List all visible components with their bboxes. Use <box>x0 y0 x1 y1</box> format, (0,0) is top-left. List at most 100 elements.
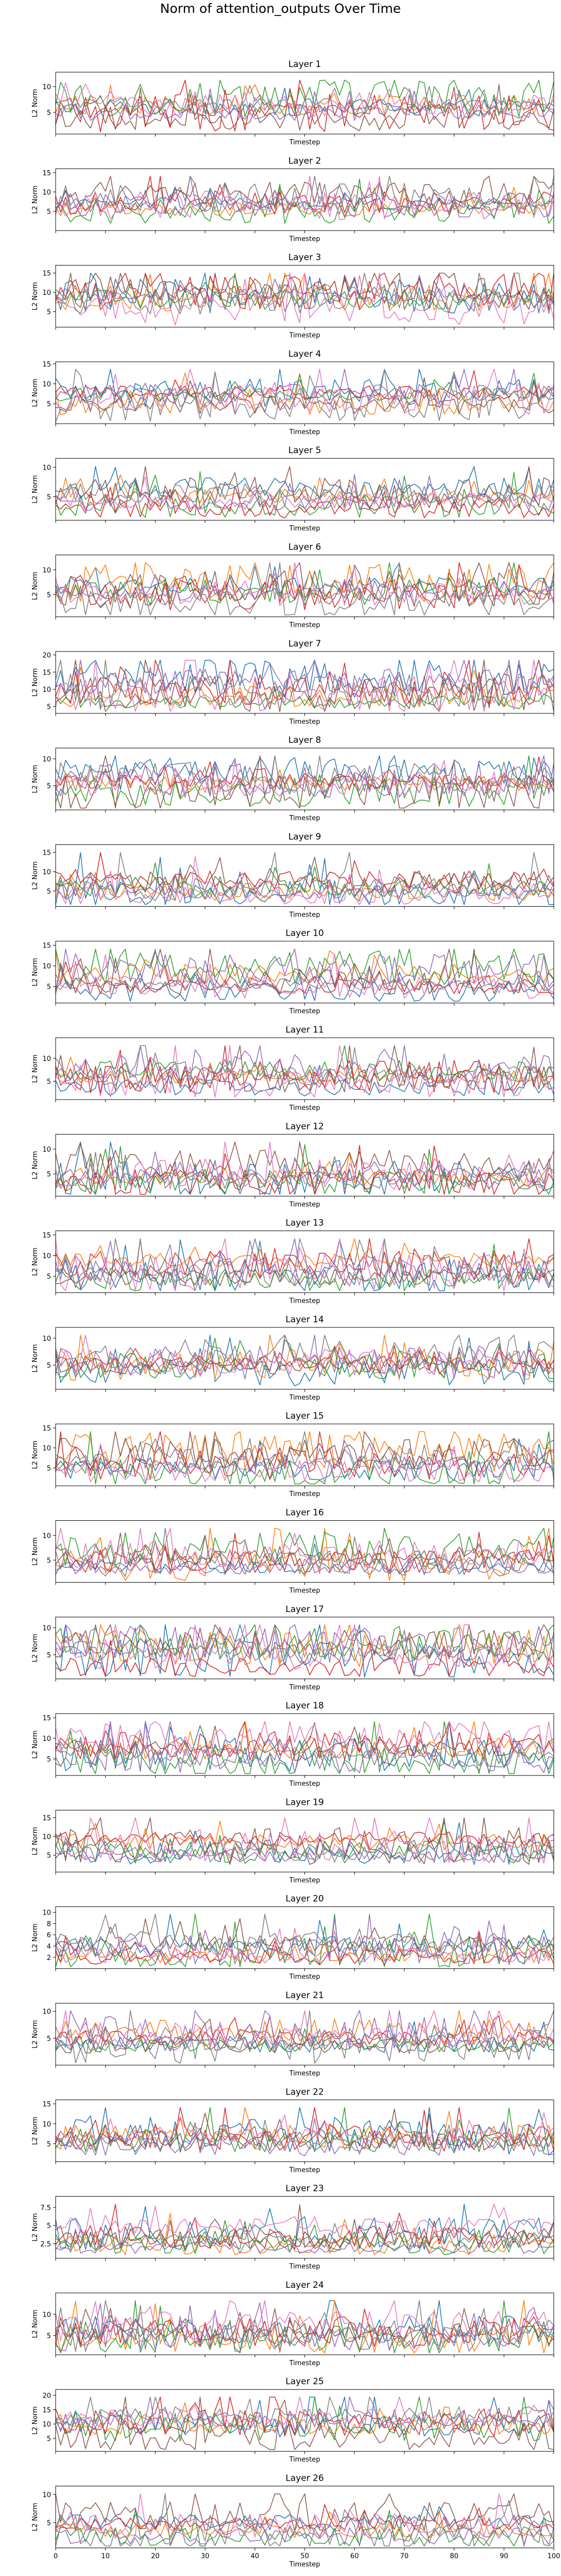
axes-frame <box>55 361 554 424</box>
y-tick-label: 2.5 <box>40 2240 51 2248</box>
x-tick-label: 90 <box>500 2553 508 2561</box>
series-line-2 <box>56 1335 554 1381</box>
series-line-5 <box>56 369 554 405</box>
subplot-layer-17: Layer 17 5 10 Timestep L2 Norm <box>31 1604 554 1691</box>
series-line-8 <box>56 1431 554 1470</box>
series-line-3 <box>56 862 554 898</box>
subplot-layer-21: Layer 21 5 10 Timestep L2 Norm <box>31 1990 554 2078</box>
series-line-3 <box>56 2509 554 2547</box>
series-line-4 <box>56 2107 554 2152</box>
subplot-title: Layer 11 <box>285 1025 324 1035</box>
subplot-title: Layer 23 <box>285 2184 324 2194</box>
series-line-7 <box>56 476 554 510</box>
x-axis-label: Timestep <box>289 2263 320 2271</box>
series-line-6 <box>56 2397 554 2450</box>
y-tick-label: 10 <box>42 567 51 574</box>
y-tick-label: 10 <box>42 1445 51 1453</box>
series-line-2 <box>56 1056 554 1085</box>
series-line-7 <box>56 1045 554 1098</box>
subplot-title: Layer 13 <box>285 1218 324 1228</box>
x-axis-label: Timestep <box>289 1104 320 1112</box>
series-line-6 <box>56 1431 554 1470</box>
subplot-layer-15: Layer 15 5 10 15 Timestep L2 Norm <box>31 1411 554 1498</box>
series-line-6 <box>56 84 554 131</box>
series-line-3 <box>56 273 554 310</box>
x-axis-label: Timestep <box>289 525 320 533</box>
x-tick-label: 50 <box>300 2553 309 2561</box>
subplot-title: Layer 5 <box>288 445 321 456</box>
series-line-7 <box>56 2493 554 2538</box>
series-line-4 <box>56 562 554 610</box>
series-line-7 <box>56 2300 554 2342</box>
y-tick-label: 5 <box>47 703 51 711</box>
series-line-2 <box>56 2300 554 2354</box>
series-line-4 <box>56 370 554 400</box>
y-tick-label: 10 <box>42 189 51 196</box>
y-tick-label: 10 <box>42 963 51 971</box>
series-line-1 <box>56 1822 554 1865</box>
y-axis-label: L2 Norm <box>31 2503 39 2531</box>
axes-frame <box>55 1327 554 1390</box>
series-line-5 <box>56 88 554 121</box>
y-tick-label: 10 <box>42 756 51 763</box>
y-axis-label: L2 Norm <box>31 668 39 696</box>
y-tick-label: 5 <box>47 1652 51 1659</box>
y-axis-label: L2 Norm <box>31 2213 39 2241</box>
series-line-5 <box>56 2229 554 2254</box>
series-line-4 <box>56 1831 554 1847</box>
axes-frame <box>55 2196 554 2259</box>
series-line-7 <box>56 1141 554 1190</box>
x-axis-label: Timestep <box>289 911 320 919</box>
x-axis-label: Timestep <box>289 1684 320 1691</box>
series-line-7 <box>56 1624 554 1670</box>
series-line-3 <box>56 1045 554 1082</box>
x-axis-label: Timestep <box>289 1780 320 1788</box>
y-axis-label: L2 Norm <box>31 572 39 600</box>
series-line-7 <box>56 760 554 797</box>
y-tick-label: 10 <box>42 464 51 472</box>
subplot-layer-16: Layer 16 5 10 Timestep L2 Norm <box>31 1508 554 1595</box>
x-axis-label: Timestep <box>289 1876 320 1884</box>
x-axis-label: Timestep <box>289 2166 320 2174</box>
y-tick-label: 5 <box>47 1756 51 1764</box>
series-line-5 <box>56 2302 554 2351</box>
series-line-8 <box>56 1630 554 1663</box>
x-tick-label: 70 <box>400 2553 409 2561</box>
series-line-7 <box>56 1335 554 1377</box>
x-axis-label: Timestep <box>289 622 320 629</box>
y-tick-label: 15 <box>42 2406 51 2414</box>
series-line-4 <box>56 2397 554 2437</box>
series-line-6 <box>56 2204 554 2251</box>
series-line-4 <box>56 1045 554 1094</box>
subplot-layer-20: Layer 20 2 4 6 8 10 Timestep L2 Norm <box>31 1894 554 1981</box>
series-line-3 <box>56 1144 554 1195</box>
series-line-5 <box>56 1624 554 1663</box>
subplot-layer-12: Layer 12 5 10 Timestep L2 Norm <box>31 1121 554 1208</box>
subplot-layer-5: Layer 5 5 10 Timestep L2 Norm <box>31 445 554 533</box>
x-tick-label: 20 <box>151 2553 160 2561</box>
x-axis-label: Timestep <box>289 428 320 436</box>
y-tick-label: 5 <box>47 1362 51 1370</box>
series-line-6 <box>56 2019 554 2054</box>
y-axis-label: L2 Norm <box>31 1731 39 1759</box>
y-tick-label: 10 <box>42 1335 51 1343</box>
series-line-6 <box>56 857 554 896</box>
series-line-1 <box>56 2300 554 2344</box>
y-tick-label: 10 <box>42 2421 51 2429</box>
subplot-title: Layer 18 <box>285 1701 324 1711</box>
series-line-3 <box>56 2028 554 2052</box>
y-tick-label: 4 <box>47 1943 51 1951</box>
series-line-4 <box>56 659 554 705</box>
series-line-4 <box>56 2504 554 2531</box>
series-line-7 <box>56 659 554 712</box>
series-line-8 <box>56 1045 554 1089</box>
subplot-layer-2: Layer 2 5 10 15 Timestep L2 Norm <box>31 156 554 243</box>
series-line-1 <box>56 466 554 501</box>
series-line-5 <box>56 1045 554 1084</box>
subplot-layer-1: Layer 1 5 10 Timestep L2 Norm <box>31 59 554 146</box>
y-tick-label: 6 <box>47 1932 51 1939</box>
y-axis-label: L2 Norm <box>31 765 39 793</box>
series-line-7 <box>56 954 554 999</box>
series-line-7 <box>56 175 554 220</box>
